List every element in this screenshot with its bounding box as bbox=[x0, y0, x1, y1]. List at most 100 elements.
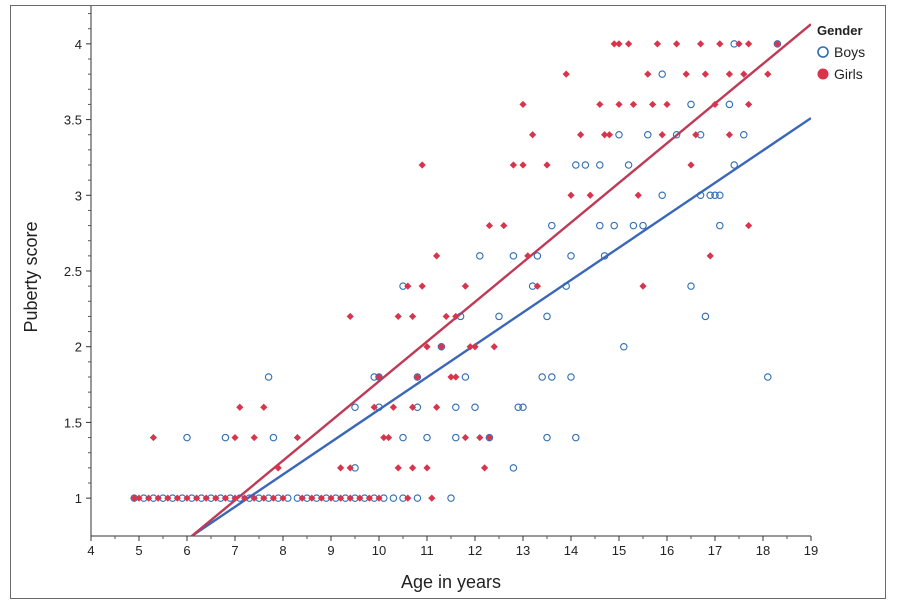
boys-point bbox=[615, 130, 623, 139]
boys-point bbox=[696, 191, 705, 200]
y-tick-label: 1 bbox=[75, 491, 82, 506]
boys-point bbox=[596, 221, 604, 230]
girls-point bbox=[164, 494, 172, 502]
tick-labels: 4 5 6 7 8 9 10 11 12 13 14 15 16 17 18 19 1 1.5 2 2.5 3 3.5 4 bbox=[64, 37, 818, 558]
girls-point bbox=[433, 403, 441, 411]
scatter-chart: 4 5 6 7 8 9 10 11 12 13 14 15 16 17 18 19 1 1.5 2 2.5 3 3.54 … bbox=[21, 6, 865, 592]
data-points bbox=[130, 40, 782, 502]
fit-line-boys bbox=[191, 117, 811, 536]
girls-point bbox=[337, 494, 345, 502]
y-tick-label: 3.5 bbox=[64, 113, 82, 128]
girls-point bbox=[692, 131, 700, 139]
boys-point bbox=[548, 373, 556, 381]
boys-point bbox=[461, 373, 470, 381]
girls-point bbox=[380, 433, 388, 442]
x-tick-label: 16 bbox=[660, 543, 674, 558]
girls-point bbox=[615, 40, 623, 48]
girls-point bbox=[231, 433, 239, 442]
y-tick-label: 1.5 bbox=[64, 415, 82, 430]
boys-point bbox=[548, 221, 556, 230]
girls-point bbox=[644, 70, 652, 78]
boys-point bbox=[476, 252, 484, 260]
girls-point bbox=[649, 100, 657, 109]
chart-frame: 4 5 6 7 8 9 10 11 12 13 14 15 16 17 18 19 1 1.5 2 2.5 3 3.5 4 … bbox=[10, 5, 886, 599]
boys-point bbox=[572, 433, 580, 442]
x-tick-label: 14 bbox=[564, 543, 578, 558]
girls-point bbox=[764, 70, 772, 78]
boys-point bbox=[740, 130, 748, 139]
boys-point bbox=[543, 312, 551, 321]
x-tick-label: 6 bbox=[183, 543, 190, 558]
girls-point bbox=[509, 161, 517, 169]
girls-point bbox=[394, 312, 402, 321]
girls-point bbox=[404, 494, 412, 502]
girls-point bbox=[663, 100, 671, 109]
girls-point bbox=[356, 494, 364, 502]
girls-point bbox=[466, 343, 474, 351]
y-tick-label: 3 bbox=[75, 188, 82, 203]
girls-point bbox=[149, 433, 157, 442]
boys-point bbox=[452, 433, 460, 442]
girls-point bbox=[697, 40, 705, 48]
girls-point bbox=[250, 494, 258, 502]
girls-point bbox=[433, 252, 441, 260]
girls-point bbox=[409, 403, 417, 411]
boys-point bbox=[572, 161, 580, 169]
girls-point bbox=[452, 373, 460, 381]
fit-line-girls bbox=[191, 23, 811, 536]
boys-point bbox=[351, 403, 359, 412]
girls-point bbox=[735, 40, 743, 48]
girls-point bbox=[409, 312, 417, 321]
girls-point bbox=[298, 494, 306, 502]
girls-point bbox=[543, 161, 551, 169]
boys-point bbox=[764, 373, 772, 381]
girls-point bbox=[773, 40, 781, 48]
boys-point bbox=[596, 161, 604, 169]
girls-point bbox=[519, 100, 527, 109]
boys-point bbox=[658, 191, 666, 200]
girls-point bbox=[711, 100, 719, 109]
boys-point bbox=[221, 433, 230, 442]
boys-point bbox=[423, 433, 431, 442]
girls-point bbox=[500, 221, 508, 230]
x-axis-title: Age in years bbox=[401, 572, 501, 592]
girls-point bbox=[370, 403, 378, 411]
legend-girls-label: Girls bbox=[834, 66, 863, 82]
boys-point bbox=[658, 70, 666, 78]
boys-point bbox=[533, 252, 542, 260]
girls-point bbox=[260, 494, 268, 502]
boys-point bbox=[730, 161, 738, 169]
girls-point bbox=[212, 494, 220, 502]
girls-point bbox=[231, 494, 239, 502]
girls-point bbox=[346, 464, 354, 472]
girls-point bbox=[135, 494, 143, 502]
girls-point bbox=[745, 40, 753, 48]
girls-point bbox=[389, 403, 397, 411]
girls-point bbox=[308, 494, 316, 502]
boys-point bbox=[471, 403, 479, 412]
girls-point bbox=[394, 464, 402, 472]
girls-point bbox=[202, 494, 210, 502]
girls-point bbox=[634, 191, 642, 199]
x-tick-label: 7 bbox=[231, 543, 238, 558]
girls-point bbox=[601, 131, 609, 139]
legend-title: Gender bbox=[817, 23, 863, 38]
girls-point bbox=[327, 494, 335, 502]
girls-point bbox=[485, 221, 493, 230]
boys-point bbox=[495, 312, 503, 321]
girls-point bbox=[653, 40, 661, 48]
girls-point bbox=[706, 252, 714, 260]
girls-point bbox=[716, 40, 724, 48]
girls-point bbox=[687, 161, 695, 169]
girls-point bbox=[409, 464, 417, 472]
y-tick-label: 2 bbox=[75, 340, 82, 355]
x-tick-label: 8 bbox=[279, 543, 286, 558]
boys-point bbox=[701, 312, 710, 321]
girls-point bbox=[442, 312, 450, 321]
girls-point bbox=[221, 494, 229, 502]
x-tick-label: 13 bbox=[516, 543, 530, 558]
girls-point bbox=[337, 464, 345, 472]
girls-point bbox=[418, 282, 426, 290]
boys-point bbox=[581, 161, 590, 169]
girls-point bbox=[375, 373, 383, 381]
